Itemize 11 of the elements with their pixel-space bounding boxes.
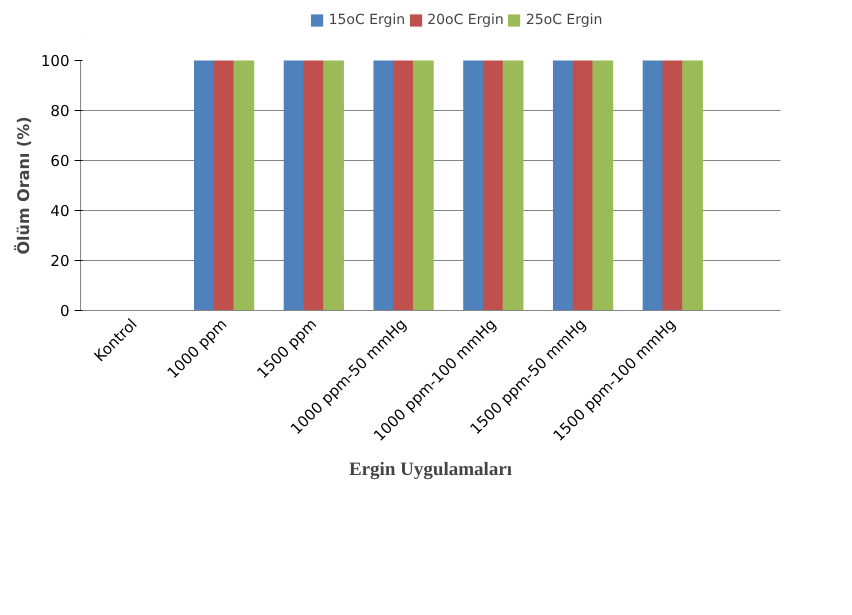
y-tick-label: 0 (60, 302, 70, 320)
y-tick-label: 40 (50, 202, 70, 220)
y-tick-label: 80 (50, 102, 70, 120)
y-tick-label: 100 (40, 52, 70, 70)
legend-label: 20oC Ergin (427, 12, 504, 28)
y-tick-label: 60 (50, 152, 70, 170)
y-axis-title: Ölüm Oranı (%) (14, 116, 33, 255)
x-axis-title: Ergin Uygulamaları (348, 459, 512, 480)
legend-label: 15oC Ergin (328, 12, 406, 28)
legend-label: 25oC Ergin (526, 12, 602, 28)
y-tick-label: 20 (50, 252, 70, 270)
